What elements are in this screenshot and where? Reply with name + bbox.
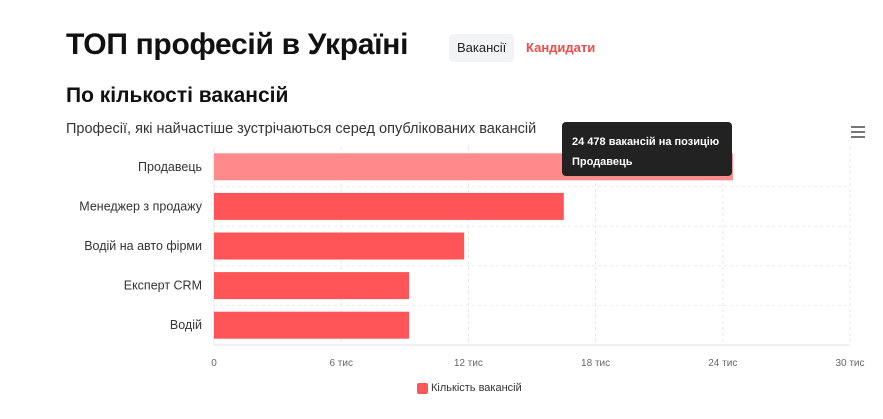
category-label: Менеджер з продажу — [79, 199, 202, 213]
section-title: По кількості вакансій — [66, 84, 289, 107]
tooltip-category: Продавець — [572, 156, 633, 168]
category-label: Водій на авто фірми — [84, 239, 202, 253]
bar[interactable] — [214, 311, 410, 339]
x-tick-label: 0 — [211, 358, 217, 369]
bar[interactable] — [214, 272, 410, 300]
legend-label: Кількість вакансій — [431, 382, 522, 394]
legend-swatch — [417, 382, 428, 394]
x-tick-label: 30 тис — [835, 358, 864, 369]
chart-tooltip: 24 478 вакансій на позицію Продавець — [562, 122, 732, 176]
x-tick-label: 6 тис — [329, 358, 353, 369]
bar[interactable] — [214, 232, 465, 260]
chart-menu-icon[interactable] — [851, 126, 865, 138]
bar[interactable] — [214, 192, 564, 220]
x-tick-label: 12 тис — [454, 358, 483, 369]
x-tick-label: 24 тис — [708, 358, 737, 369]
page-title: ТОП професій в Україні — [66, 28, 409, 61]
category-label: Водій — [170, 318, 202, 332]
tab-vacancies[interactable]: Вакансії — [449, 34, 515, 62]
section-subtitle: Професії, які найчастіше зустрічаються с… — [66, 121, 537, 137]
chart-legend[interactable]: Кількість вакансій — [417, 382, 522, 394]
category-label: Експерт CRM — [124, 279, 202, 293]
category-label: Продавець — [138, 160, 202, 174]
tab-candidates[interactable]: Кандидати — [526, 40, 596, 55]
tooltip-value: 24 478 вакансій на позицію — [572, 136, 720, 148]
x-tick-label: 18 тис — [581, 358, 610, 369]
